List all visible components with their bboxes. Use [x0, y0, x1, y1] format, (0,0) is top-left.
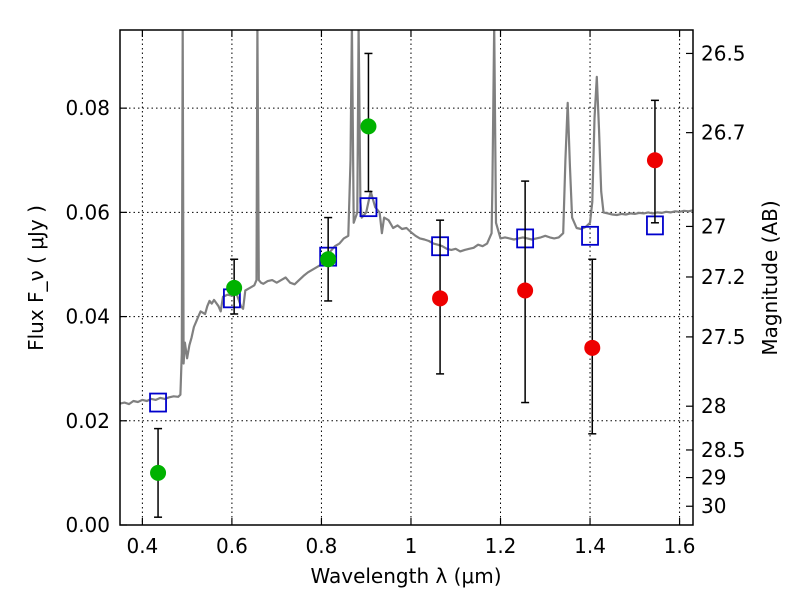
- y-tick-label: 0.04: [65, 305, 110, 329]
- observed-flux-point: [150, 464, 167, 481]
- y2-tick-label: 27.5: [701, 325, 746, 349]
- observed-flux-point: [320, 251, 337, 268]
- x-tick-label: 1.6: [664, 534, 696, 558]
- y2-tick-label: 26.7: [701, 121, 746, 145]
- model-photometry-square: [359, 197, 378, 218]
- y2-tick-label: 27: [701, 214, 726, 238]
- y-tick-label: 0.00: [65, 513, 110, 537]
- plot-area: [120, 30, 693, 518]
- y-tick-label: 0.08: [65, 96, 110, 120]
- y2-tick-label: 28.5: [701, 438, 746, 462]
- model-spectrum-line: [120, 30, 693, 406]
- observed-flux-point: [517, 282, 534, 299]
- y-tick-label: 0.06: [65, 200, 110, 224]
- y2-axis-label: Magnitude (AB): [758, 200, 782, 355]
- x-tick-label: 0.4: [126, 534, 158, 558]
- x-tick-label: 0.8: [306, 534, 338, 558]
- observed-flux-point: [584, 339, 601, 356]
- x-tick-label: 0.6: [216, 534, 248, 558]
- model-photometry-square: [149, 392, 167, 413]
- x-axis-label: Wavelength λ (μm): [310, 564, 501, 588]
- model-photometry-square: [581, 225, 599, 246]
- x-tick-label: 1: [405, 534, 418, 558]
- y2-tick-label: 28: [701, 394, 726, 418]
- observed-flux-point: [360, 118, 377, 135]
- y-axis-label: Flux F_ν ( μJy ): [24, 205, 48, 351]
- y2-tick-label: 27.2: [701, 265, 746, 289]
- observed-flux-point: [646, 152, 663, 169]
- observed-flux-point: [432, 290, 449, 307]
- x-tick-label: 1.2: [485, 534, 517, 558]
- x-tick-label: 1.4: [574, 534, 606, 558]
- observed-flux-point: [226, 279, 243, 296]
- y-tick-label: 0.02: [65, 409, 110, 433]
- grid: [120, 30, 693, 526]
- y2-tick-label: 29: [701, 466, 726, 490]
- axis-ticks: 0.4 0.6 0.8 1 1.2 1.4 1.6 0.00 0.02 0.04 0.06 0.08 2…: [65, 30, 746, 558]
- y2-tick-label: 30: [701, 494, 726, 518]
- y2-tick-label: 26.5: [701, 41, 746, 65]
- plot-frame: [119, 29, 694, 526]
